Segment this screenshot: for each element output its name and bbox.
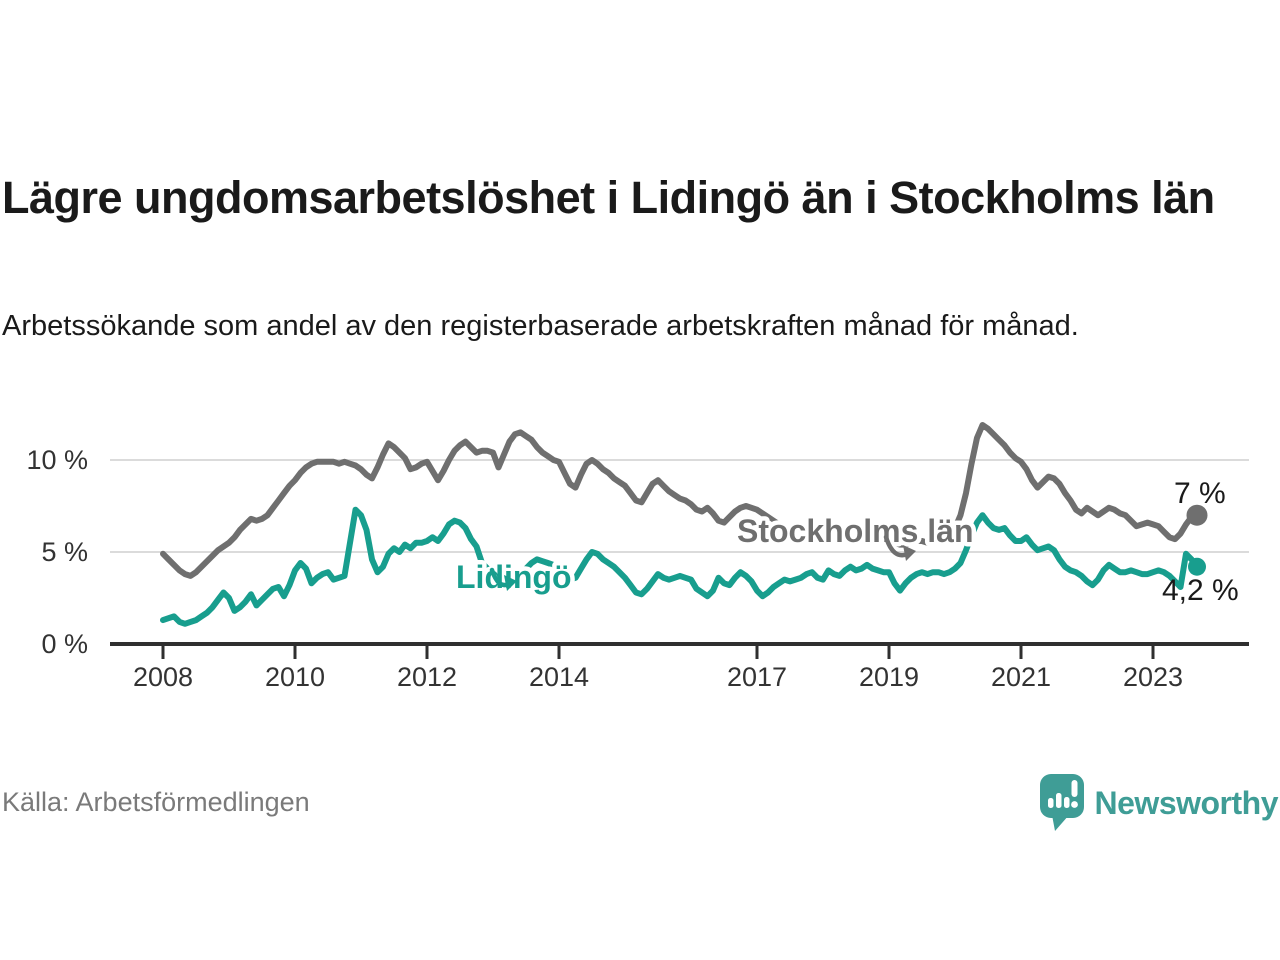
chart-svg: 0 % 5 % 10 % 2008 2010 2012 2014 2017 2019 2021 20… [26,422,1249,692]
end-dot [1188,557,1206,576]
newsworthy-logo: Newsworthy [1038,772,1279,834]
y-tick-label: 5 % [41,537,88,567]
x-tick-label: 2014 [529,662,589,692]
end-value-label: 7 % [1174,477,1226,510]
y-tick-label: 0 % [41,629,88,659]
y-tick-label: 10 % [26,445,88,475]
newsworthy-logo-text: Newsworthy [1094,785,1279,821]
x-tick-label: 2019 [859,662,919,692]
x-tick-label: 2008 [133,662,193,692]
x-tick-label: 2023 [1123,662,1183,692]
label-arrowhead [504,575,517,591]
x-tick-label: 2010 [265,662,325,692]
x-tick-label: 2017 [727,662,787,692]
end-value-label: 4,2 % [1162,574,1239,607]
page-title: Lägre ungdomsarbetslöshet i Lidingö än i… [2,172,1215,224]
newsworthy-speech-bubble-bar-chart-icon [1039,774,1084,831]
x-tick-label: 2012 [397,662,457,692]
series-label-lidingo: Lidingö [456,559,572,595]
source-note: Källa: Arbetsförmedlingen [2,787,310,817]
series-label-stockholms-lan: Stockholms län [737,513,974,549]
x-tick-label: 2021 [991,662,1051,692]
series-line-lidingo [160,506,1200,627]
series-line-stockholms-lan [160,422,1200,579]
label-arrowhead [903,545,916,561]
end-dot [1186,504,1208,526]
page-subtitle: Arbetssökande som andel av den registerb… [2,310,1079,342]
